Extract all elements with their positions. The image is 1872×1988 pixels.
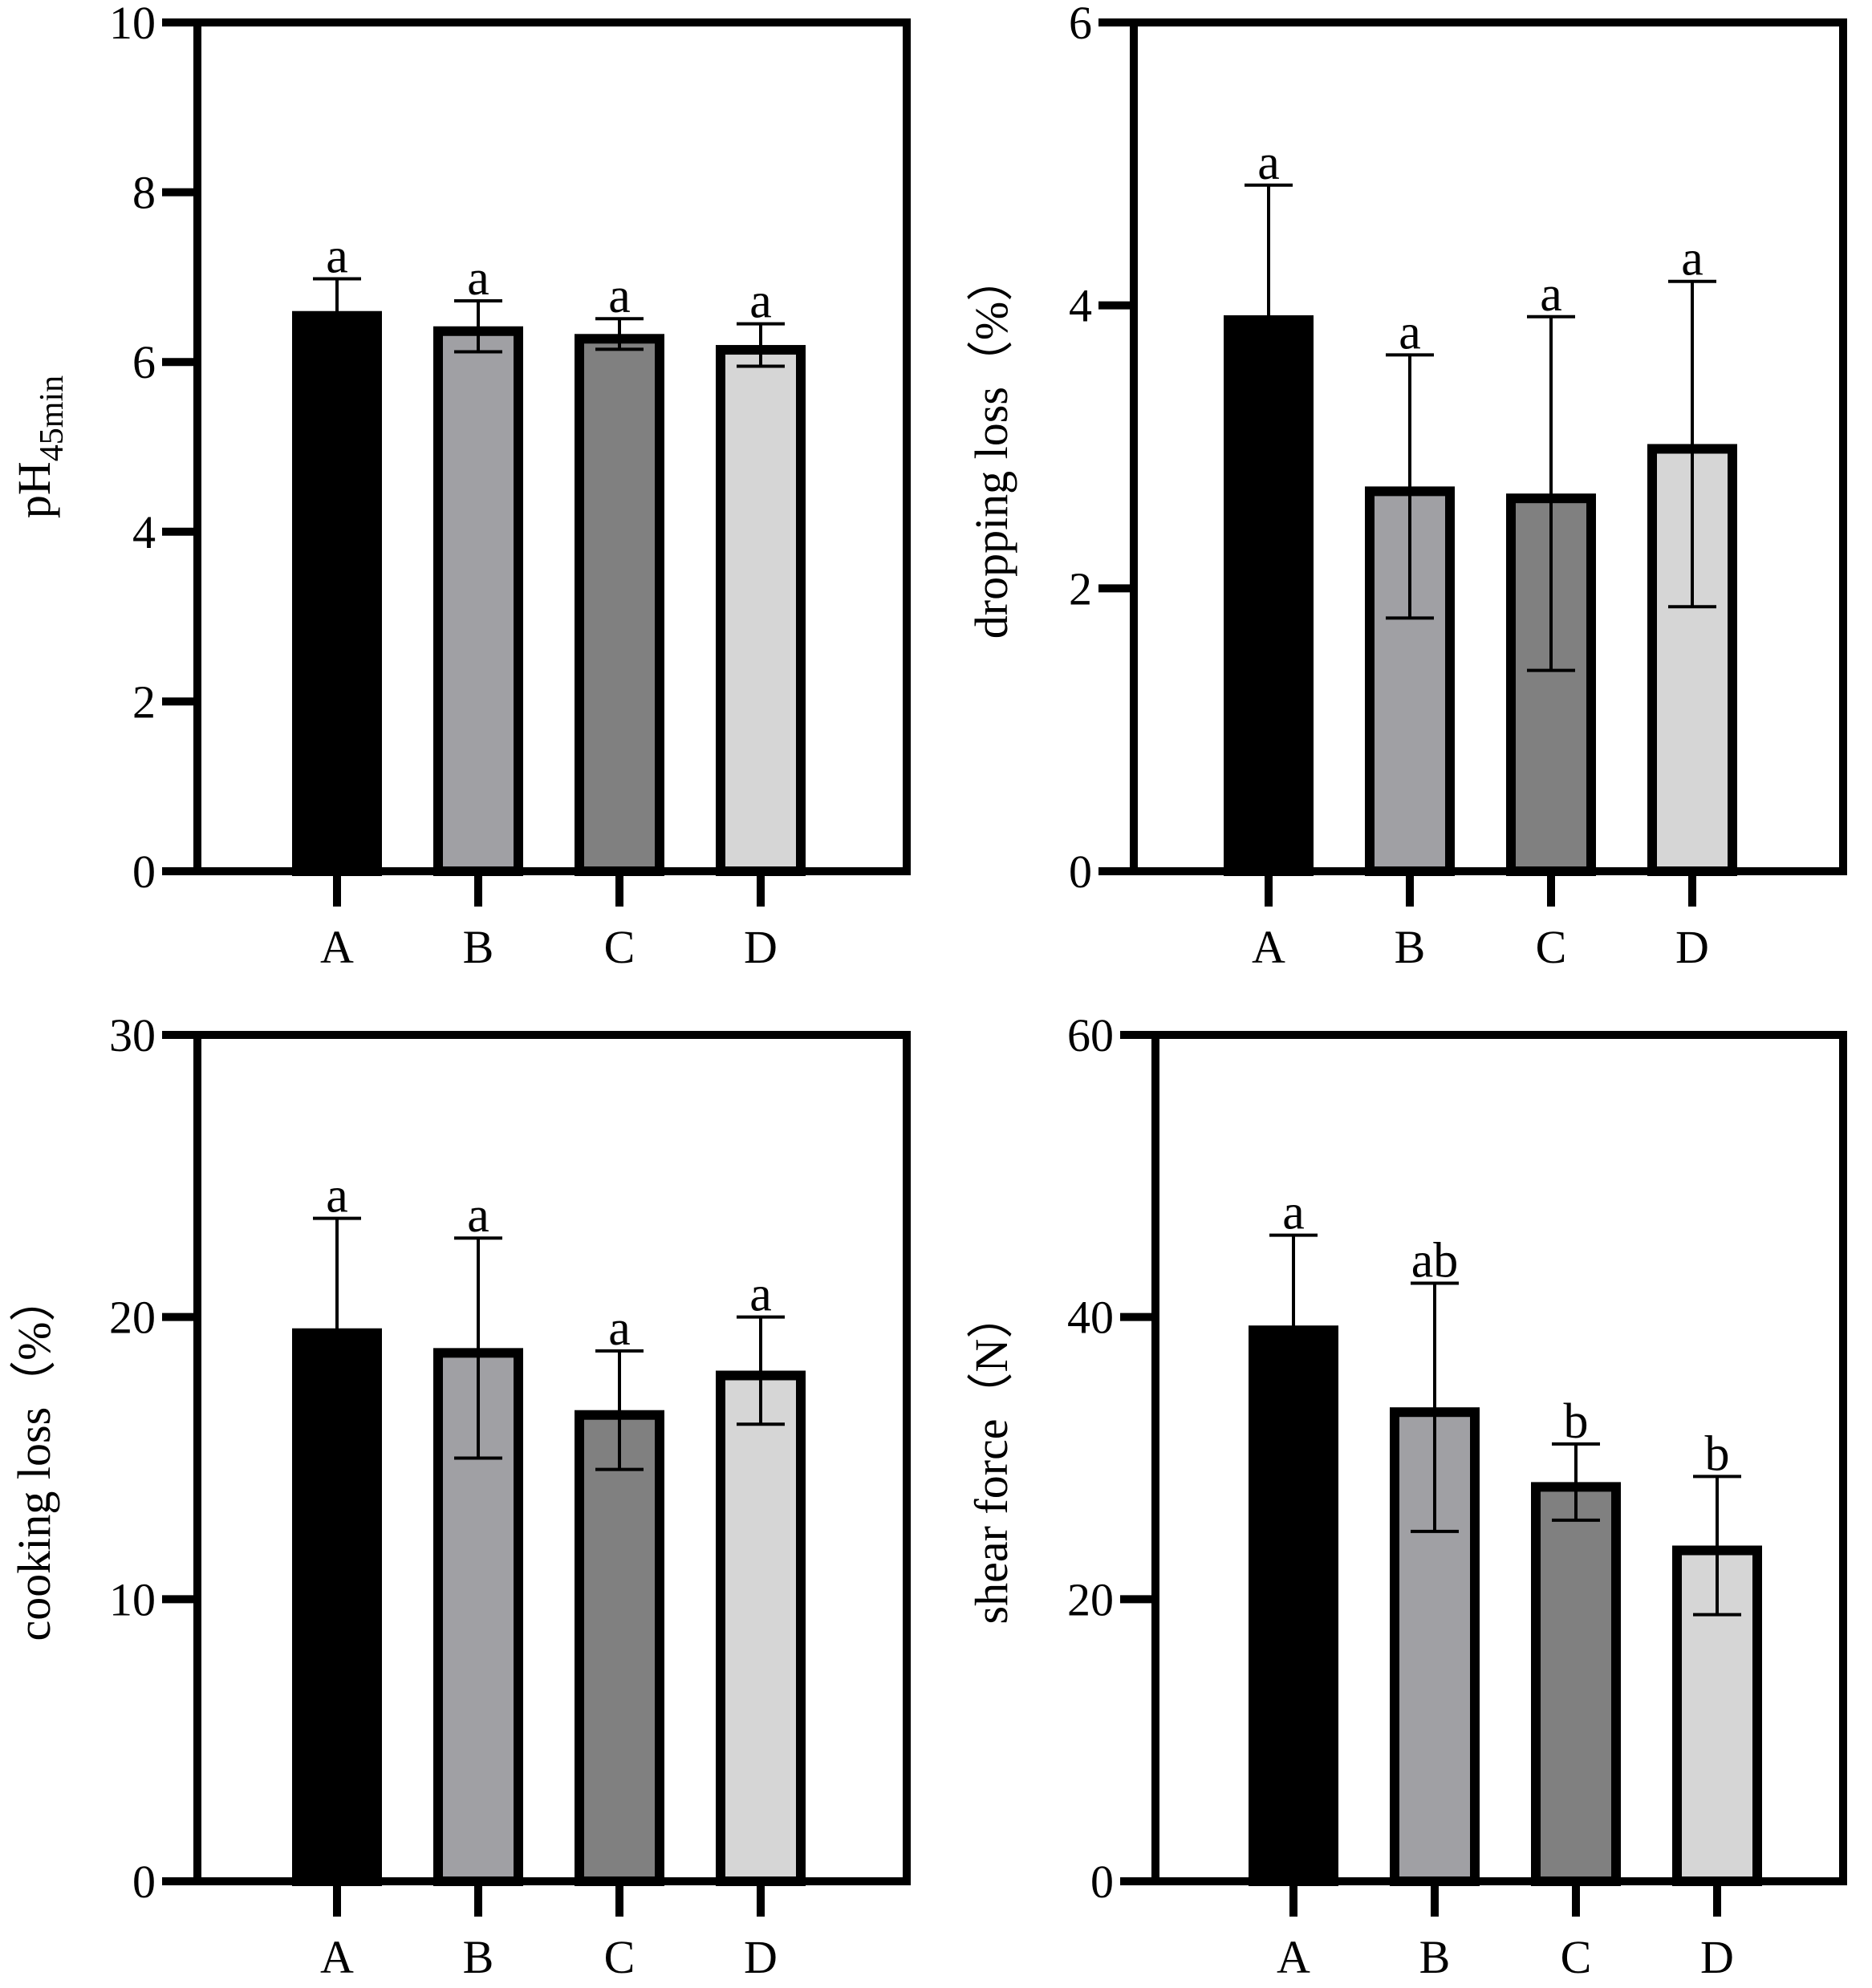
significance-label-D: a (749, 1268, 772, 1322)
significance-label-A: a (1282, 1186, 1305, 1240)
x-tick-label-C: C (604, 921, 636, 973)
y-tick-label: 8 (132, 167, 156, 219)
significance-label-D: a (749, 274, 772, 329)
significance-label-C: b (1564, 1394, 1589, 1449)
x-tick-label-D: D (1700, 1931, 1734, 1983)
x-tick-label-D: D (744, 1931, 778, 1983)
x-tick-label-A: A (1277, 1931, 1310, 1983)
y-axis-label-text: cooking loss（%） (8, 1276, 60, 1641)
significance-label-A: a (1257, 136, 1280, 190)
bar-C (1531, 1482, 1621, 1887)
y-tick-label: 20 (1067, 1573, 1114, 1625)
x-tick-label-C: C (1561, 1931, 1592, 1983)
y-tick-label: 2 (132, 676, 156, 728)
y-axis-label-text: pH (8, 461, 60, 518)
bar-A (292, 310, 382, 877)
y-tick-label: 30 (109, 1009, 156, 1061)
y-axis-label-subscript: 45min (34, 375, 71, 461)
significance-label-B: a (1399, 305, 1421, 359)
y-axis-label-text: dropping loss（%） (965, 255, 1017, 639)
y-axis-label: cooking loss（%） (8, 1276, 60, 1641)
y-tick-label: 0 (132, 1856, 156, 1908)
y-tick-label: 10 (109, 0, 156, 49)
panel-cooking-loss: a Aa Ba Ca D 0 10 20 30 cooking loss（%） (8, 1009, 911, 1983)
bar-C (575, 1410, 664, 1886)
bar-C (575, 334, 664, 876)
y-tick-label: 6 (1069, 0, 1092, 49)
bar-B (433, 326, 523, 877)
y-tick-label: 0 (1069, 846, 1092, 898)
x-tick-label-D: D (1675, 921, 1709, 973)
significance-label-C: a (608, 1301, 631, 1356)
y-tick-label: 4 (1069, 280, 1092, 332)
significance-label-B: ab (1411, 1233, 1459, 1288)
y-tick-label: 20 (109, 1292, 156, 1344)
significance-label-A: a (326, 229, 348, 284)
significance-label-A: a (326, 1169, 348, 1223)
significance-label-C: a (1540, 267, 1562, 322)
y-tick-label: 0 (1090, 1856, 1114, 1908)
x-tick-label-A: A (320, 921, 354, 973)
x-tick-label-D: D (744, 921, 778, 973)
x-tick-label-B: B (463, 1931, 494, 1983)
x-tick-label-A: A (1252, 921, 1285, 973)
panel-shear-force: a Aab Bb Cb D 0 20 40 60 shear force（N） (965, 1009, 1847, 1983)
y-axis-label-text: shear force（N） (965, 1292, 1017, 1625)
significance-label-B: a (467, 251, 489, 306)
y-tick-label: 4 (132, 506, 156, 558)
x-tick-label-A: A (320, 1931, 354, 1983)
x-tick-label-B: B (463, 921, 494, 973)
significance-label-B: a (467, 1188, 489, 1243)
x-tick-label-B: B (1419, 1931, 1451, 1983)
y-axis-label: shear force（N） (965, 1292, 1017, 1625)
y-axis-label: dropping loss（%） (965, 255, 1017, 639)
bar-D (716, 345, 806, 877)
panel-dropping-loss: a Aa Ba Ca D 0 2 4 6 dropping loss（%） (965, 0, 1847, 973)
bar-D (716, 1370, 806, 1886)
x-tick-label-C: C (604, 1931, 636, 1983)
y-tick-label: 6 (132, 336, 156, 388)
y-tick-label: 10 (109, 1573, 156, 1625)
panel-ph45min: a Aa Ba Ca D 0 2 4 6 8 10 pH45min (8, 0, 911, 973)
x-tick-label-B: B (1395, 921, 1426, 973)
y-tick-label: 60 (1067, 1009, 1114, 1061)
significance-label-D: b (1705, 1426, 1730, 1481)
x-tick-label-C: C (1536, 921, 1567, 973)
y-tick-label: 2 (1069, 562, 1092, 615)
y-tick-label: 40 (1067, 1292, 1114, 1344)
y-axis-label: pH45min (8, 375, 71, 518)
y-tick-label: 0 (132, 846, 156, 898)
significance-label-C: a (608, 269, 631, 323)
significance-label-D: a (1681, 232, 1703, 286)
